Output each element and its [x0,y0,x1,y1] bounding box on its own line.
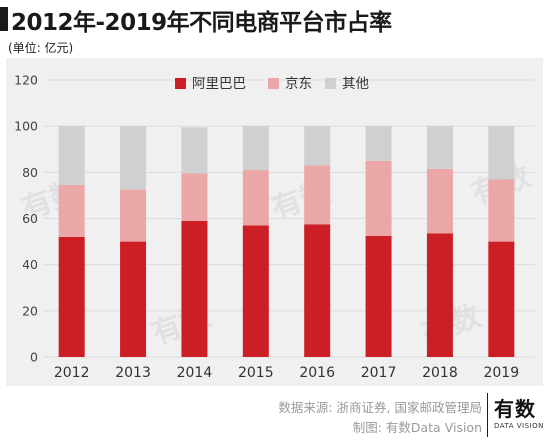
bar-segment [304,126,331,166]
legend-label: 阿里巴巴 [192,76,246,92]
y-tick-label: 60 [22,211,38,226]
unit-label: (单位: 亿元) [8,41,74,55]
bar-segment [58,126,85,186]
chart-title: 2012年-2019年不同电商平台市占率 [11,10,392,36]
y-tick-label: 120 [14,73,38,88]
title-marker [0,7,8,31]
y-tick-label: 80 [22,165,38,180]
y-tick-label: 0 [30,350,38,365]
chart-panel [6,58,543,386]
bar-segment [120,189,147,242]
x-tick-label: 2018 [422,365,458,381]
logo-subtext: DATA VISION [494,422,544,430]
bar-segment [488,126,515,180]
bar-segment [365,160,392,236]
source-line-1: 数据来源: 浙商证券, 国家邮政管理局 [278,400,482,415]
bar-segment [120,241,147,357]
bar-segment [58,185,85,237]
x-tick-label: 2014 [177,365,213,381]
x-tick-label: 2013 [115,365,151,381]
logo-text: 有数 [494,397,536,421]
bar-segment [426,126,453,169]
stacked-bar-chart: 0 20 40 60 80 100 120 2012 2013 2014 2015 2016 2017 2… [14,73,535,381]
bar-segment [242,126,269,171]
bar-segment [304,224,331,357]
bar-segment [120,126,147,190]
legend-swatch [325,78,336,89]
bar-segment [488,241,515,357]
brand-logo: 有数 DATA VISION [487,393,546,437]
bar-segment [365,126,392,161]
bar-segment [181,173,208,221]
x-tick-label: 2017 [361,365,397,381]
legend-label: 其他 [342,76,369,92]
x-tick-label: 2016 [299,365,335,381]
x-tick-label: 2015 [238,365,274,381]
legend-label: 京东 [285,76,312,92]
y-tick-label: 40 [22,257,38,272]
x-tick-label: 2012 [54,365,90,381]
x-tick-label: 2019 [483,365,519,381]
bar-segment [426,168,453,234]
source-line-2: 制图: 有数Data Vision [352,420,482,435]
source-note: 数据来源: 浙商证券, 国家邮政管理局 制图: 有数Data Vision [278,398,482,438]
bar-segment [181,220,208,357]
legend-swatch [175,78,186,89]
bar-segment [242,170,269,226]
bar-segment [242,225,269,357]
bar-segment [365,235,392,357]
bar-segment [58,236,85,357]
legend-swatch [268,78,279,89]
bar-segment [304,165,331,225]
y-tick-label: 100 [14,119,38,134]
y-tick-label: 20 [22,303,38,318]
bar-segment [181,127,208,174]
bar-segment [488,179,515,242]
bar-segment [426,233,453,357]
